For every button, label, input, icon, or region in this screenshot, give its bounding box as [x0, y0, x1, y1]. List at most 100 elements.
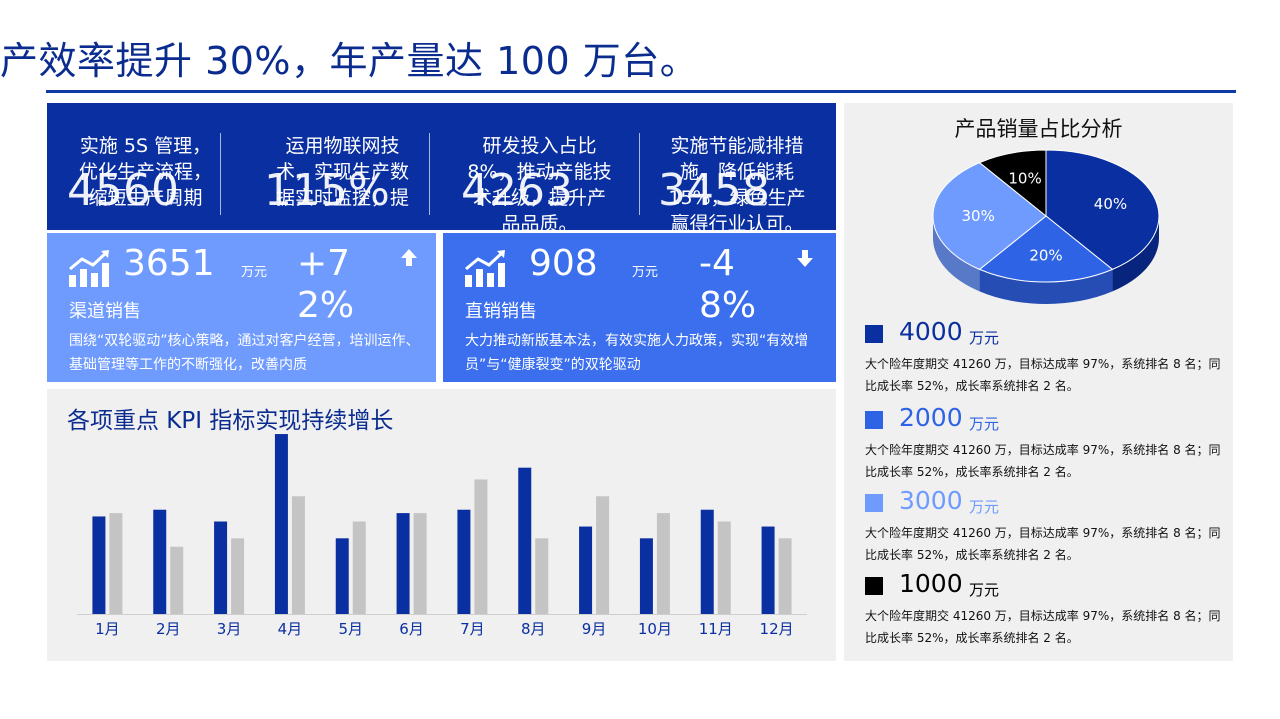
- pie-slice-label: 10%: [1008, 169, 1041, 187]
- pie-slice-side: [933, 216, 980, 292]
- bar-secondary: [474, 479, 488, 614]
- bar-primary: [518, 467, 532, 614]
- legend-value: 1000: [899, 569, 963, 598]
- highlight-cell-2: 运用物联网技术，实现生产数据实时监控，提 115%: [244, 103, 441, 230]
- legend-unit: 万元: [969, 581, 1000, 599]
- channel-sales-card: 3651 万元 +72% 渠道销售 围绕“双轮驱动”核心策略，通过对客户经营，培…: [47, 233, 436, 382]
- highlight-number-4: 3458: [658, 165, 770, 216]
- kpi-bar-chart: 1月 2月 3月 4月 5月 6月 7月 8月 9月 10月 11月 12月: [77, 434, 807, 638]
- bar-primary: [92, 516, 106, 614]
- page-headline: 产效率提升 30%，年产量达 100 万台。: [0, 39, 699, 83]
- channel-sales-change: +72%: [297, 243, 355, 326]
- channel-sales-desc: 围绕“双轮驱动”核心策略，通过对客户经营，培训运作、基础管理等工作的不断强化，改…: [69, 333, 420, 373]
- x-tick-label: 6月: [399, 620, 424, 638]
- bar-secondary: [109, 513, 123, 614]
- bar-primary: [457, 509, 471, 614]
- bar-secondary: [413, 513, 427, 614]
- bar-secondary: [717, 521, 731, 614]
- bar-primary: [335, 538, 349, 614]
- channel-sales-label: 渠道销售: [69, 301, 141, 322]
- pie-chart: 40% 20% 30% 10%: [932, 149, 1160, 305]
- top-highlights-band: 实施 5S 管理，优化生产流程，缩短生产周期 4560 运用物联网技术，实现生产…: [47, 103, 836, 230]
- bar-secondary: [231, 538, 245, 614]
- legend-swatch: [865, 411, 883, 429]
- pie-slice: [932, 162, 1047, 270]
- highlight-text-3: 研发投入占比 8%，推动产能技术升级，提升产品品质。: [467, 135, 612, 230]
- highlight-number-3: 4263: [461, 165, 573, 216]
- x-tick-label: 12月: [760, 620, 794, 638]
- bar-primary: [274, 434, 288, 614]
- highlight-number-2: 115%: [264, 165, 390, 216]
- bar-primary: [639, 538, 653, 614]
- x-tick-label: 2月: [156, 620, 181, 638]
- x-tick-label: 8月: [521, 620, 546, 638]
- direct-sales-unit: 万元: [632, 265, 659, 280]
- bar-secondary: [352, 521, 366, 614]
- legend-unit: 万元: [969, 329, 1000, 347]
- x-tick-label: 9月: [582, 620, 607, 638]
- bar-growth-icon: [69, 250, 109, 287]
- pie-slice-label: 40%: [1094, 195, 1127, 213]
- bar-primary: [579, 526, 593, 614]
- legend-value: 4000: [899, 317, 963, 346]
- channel-sales-unit: 万元: [241, 265, 268, 280]
- bar-secondary: [778, 538, 792, 614]
- highlight-cell-1: 实施 5S 管理，优化生产流程，缩短生产周期 4560: [47, 103, 244, 230]
- highlight-text-2: 运用物联网技术，实现生产数据实时监控，提: [275, 135, 409, 209]
- bar-primary: [396, 513, 410, 614]
- legend-item: 4000 万元 大个险年度期交 41260 万，目标达成率 97%，系统排名 8…: [865, 317, 1225, 397]
- legend-swatch: [865, 325, 883, 343]
- legend-unit: 万元: [969, 498, 1000, 516]
- arrow-up-icon: [401, 249, 417, 266]
- bar-secondary: [535, 538, 549, 614]
- legend-item: 1000 万元 大个险年度期交 41260 万，目标达成率 97%，系统排名 8…: [865, 569, 1225, 649]
- channel-sales-value: 3651: [123, 243, 215, 284]
- legend-swatch: [865, 494, 883, 512]
- legend-desc: 大个险年度期交 41260 万，目标达成率 97%，系统排名 8 名；同比成长率…: [865, 443, 1221, 479]
- bar-secondary: [170, 546, 184, 614]
- x-tick-label: 11月: [699, 620, 733, 638]
- x-tick-label: 1月: [95, 620, 120, 638]
- highlight-divider: [429, 133, 430, 215]
- pie-slice: [1045, 149, 1160, 270]
- header-rule: [46, 90, 1236, 93]
- pie-slice-side: [1112, 216, 1159, 292]
- bar-secondary: [656, 513, 670, 614]
- pie-slice-label: 30%: [962, 207, 995, 225]
- direct-sales-desc: 大力推动新版基本法，有效实施人力政策，实现“有效增员”与“健康裂变”的双轮驱动: [465, 333, 809, 373]
- highlight-divider: [220, 133, 221, 215]
- pie-slice: [978, 149, 1047, 218]
- pie-slice: [978, 215, 1114, 283]
- bar-secondary: [291, 496, 305, 614]
- highlight-divider: [639, 133, 640, 215]
- product-share-panel: 产品销量占比分析 40% 20% 30% 10% 4000 万元 大个险年度期交 41…: [844, 103, 1233, 661]
- legend-value: 3000: [899, 486, 963, 515]
- x-tick-label: 4月: [278, 620, 303, 638]
- legend-desc: 大个险年度期交 41260 万，目标达成率 97%，系统排名 8 名；同比成长率…: [865, 609, 1221, 645]
- legend-unit: 万元: [969, 415, 1000, 433]
- highlight-cell-4: 实施节能减排措施，降低能耗 15%，绿色生产赢得行业认可。 3458: [638, 103, 836, 230]
- direct-sales-card: 908 万元 -48% 直销销售 大力推动新版基本法，有效实施人力政策，实现“有…: [443, 233, 836, 382]
- x-tick-label: 10月: [638, 620, 672, 638]
- legend-item: 2000 万元 大个险年度期交 41260 万，目标达成率 97%，系统排名 8…: [865, 403, 1225, 483]
- x-tick-label: 3月: [217, 620, 242, 638]
- bar-secondary: [596, 496, 610, 614]
- pie-slice-label: 20%: [1029, 247, 1062, 265]
- direct-sales-change: -48%: [699, 243, 757, 326]
- highlight-number-1: 4560: [67, 165, 179, 216]
- kpi-title: 各项重点 KPI 指标实现持续增长: [67, 408, 394, 434]
- bar-primary: [761, 526, 775, 614]
- legend-desc: 大个险年度期交 41260 万，目标达成率 97%，系统排名 8 名；同比成长率…: [865, 357, 1221, 393]
- bar-primary: [153, 509, 167, 614]
- highlight-cell-3: 研发投入占比 8%，推动产能技术升级，提升产品品质。 4263: [441, 103, 638, 230]
- kpi-panel: 各项重点 KPI 指标实现持续增长 1月 2月 3月 4月 5月 6月 7月 8月 9月 10月 1…: [47, 389, 836, 661]
- bar-primary: [214, 521, 228, 614]
- legend-desc: 大个险年度期交 41260 万，目标达成率 97%，系统排名 8 名；同比成长率…: [865, 526, 1221, 562]
- pie-slice-side: [979, 269, 1113, 305]
- legend-item: 3000 万元 大个险年度期交 41260 万，目标达成率 97%，系统排名 8…: [865, 486, 1225, 566]
- legend-value: 2000: [899, 403, 963, 432]
- legend-swatch: [865, 577, 883, 595]
- direct-sales-label: 直销销售: [465, 301, 537, 322]
- highlight-text-4: 实施节能减排措施，降低能耗 15%，绿色生产赢得行业认可。: [668, 135, 806, 230]
- x-tick-label: 5月: [338, 620, 363, 638]
